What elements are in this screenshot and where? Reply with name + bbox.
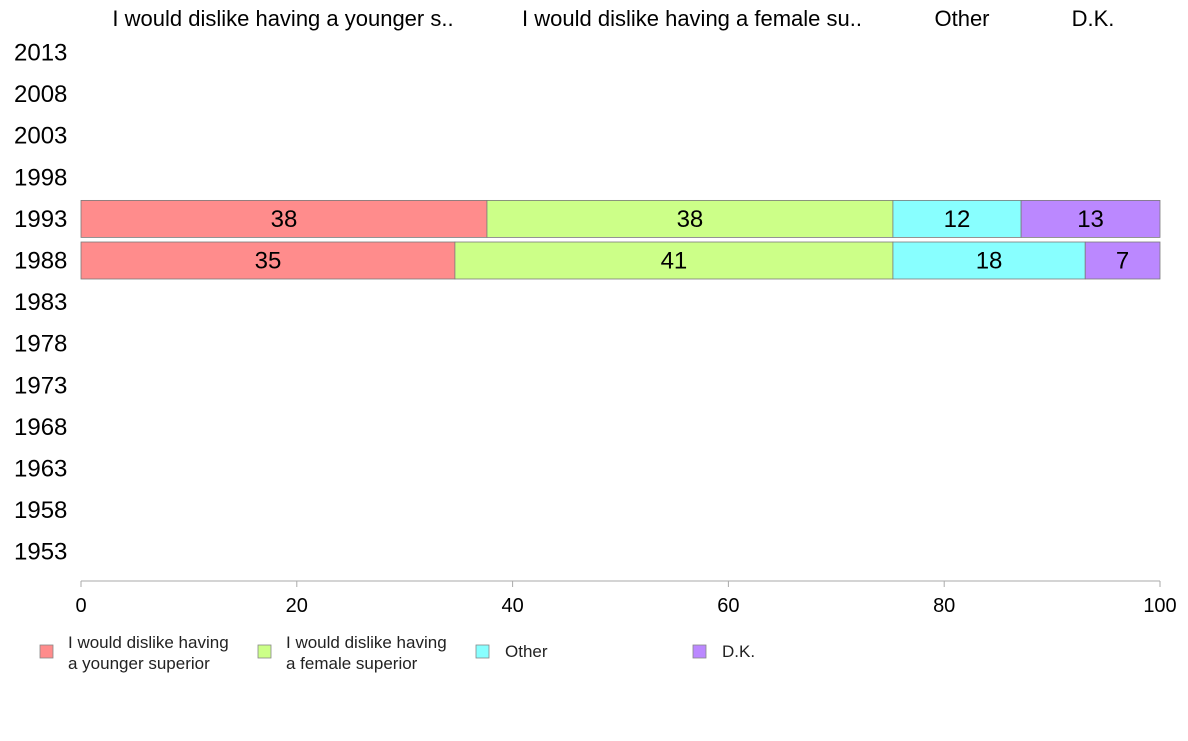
legend-item-i-would-dislike-having-a-younger-superior: I would dislike having a younger superior xyxy=(39,633,229,673)
year-label-1958: 1958 xyxy=(14,497,67,524)
year-label-2003: 2003 xyxy=(14,123,67,150)
x-tick-label-100: 100 xyxy=(1143,595,1176,617)
bar-label-1988-d-k: 7 xyxy=(1116,248,1129,275)
year-label-1978: 1978 xyxy=(14,331,67,358)
x-tick-label-20: 20 xyxy=(286,595,308,617)
bar-1993-i-would-dislike-having-a-younger-superior xyxy=(80,199,488,238)
x-tick-label-40: 40 xyxy=(501,595,523,617)
year-label-1988: 1988 xyxy=(14,248,67,275)
legend-item-i-would-dislike-having-a-female-superior: I would dislike having a female superior xyxy=(257,633,447,673)
bar-label-1988-other: 18 xyxy=(976,248,1003,275)
bar-1993-i-would-dislike-having-a-female-superior xyxy=(486,199,894,238)
year-label-1968: 1968 xyxy=(14,414,67,441)
legend-label-other-line-1: Other xyxy=(505,642,548,661)
year-label-1998: 1998 xyxy=(14,164,67,191)
bar-1993-other xyxy=(892,199,1022,238)
column-header-3: Other xyxy=(934,6,989,31)
bar-label-1988-i-would-dislike-having-a-female-superior: 41 xyxy=(661,248,688,275)
bars: 38 38 12 13 35 41 18 7 xyxy=(80,199,1161,280)
legend-item-d-k: D.K. xyxy=(692,642,755,661)
x-axis: 0 20 40 60 80 100 xyxy=(75,580,1177,617)
bar-label-1993-i-would-dislike-having-a-younger-superior: 38 xyxy=(271,206,298,233)
column-header-1: I would dislike having a younger s.. xyxy=(112,6,453,31)
year-label-1993: 1993 xyxy=(14,206,67,233)
year-label-2013: 2013 xyxy=(14,40,67,67)
legend-label-d-k-line-1: D.K. xyxy=(722,642,755,661)
bar-label-1988-i-would-dislike-having-a-younger-superior: 35 xyxy=(255,248,282,275)
column-headers: I would dislike having a younger s.. I wo… xyxy=(112,6,1114,31)
column-header-4: D.K. xyxy=(1072,6,1115,31)
bar-1988-i-would-dislike-having-a-younger-superior xyxy=(80,241,456,280)
legend-label-i-would-dislike-having-a-younger-superior-line-2: a younger superior xyxy=(68,654,210,673)
bar-label-1993-i-would-dislike-having-a-female-superior: 38 xyxy=(677,206,704,233)
bar-label-1993-other: 12 xyxy=(944,206,971,233)
x-tick-label-80: 80 xyxy=(933,595,955,617)
year-label-2008: 2008 xyxy=(14,81,67,108)
legend-label-i-would-dislike-having-a-younger-superior-line-1: I would dislike having xyxy=(68,633,229,652)
legend: I would dislike having a younger superior… xyxy=(39,633,755,673)
year-label-1963: 1963 xyxy=(14,456,67,483)
legend-item-other: Other xyxy=(475,642,548,661)
legend-label-i-would-dislike-having-a-female-superior-line-2: a female superior xyxy=(286,654,418,673)
legend-swatch-i-would-dislike-having-a-younger-superior xyxy=(39,644,54,659)
x-tick-label-60: 60 xyxy=(717,595,739,617)
column-header-2: I would dislike having a female su.. xyxy=(522,6,862,31)
year-label-1983: 1983 xyxy=(14,289,67,316)
year-label-1973: 1973 xyxy=(14,372,67,399)
legend-swatch-other xyxy=(475,644,490,659)
year-axis-labels: 2013 2008 2003 1998 1993 1988 1983 1978 1973 1968… xyxy=(14,40,67,566)
legend-label-i-would-dislike-having-a-female-superior-line-1: I would dislike having xyxy=(286,633,447,652)
year-label-1953: 1953 xyxy=(14,539,67,566)
bar-1993-d-k xyxy=(1020,199,1161,238)
x-tick-label-0: 0 xyxy=(75,595,86,617)
bar-1988-other xyxy=(892,241,1086,280)
legend-swatch-d-k xyxy=(692,644,707,659)
bar-1988-i-would-dislike-having-a-female-superior xyxy=(454,241,894,280)
bar-1988-d-k xyxy=(1084,241,1161,280)
legend-swatch-i-would-dislike-having-a-female-superior xyxy=(257,644,272,659)
bar-label-1993-d-k: 13 xyxy=(1077,206,1104,233)
